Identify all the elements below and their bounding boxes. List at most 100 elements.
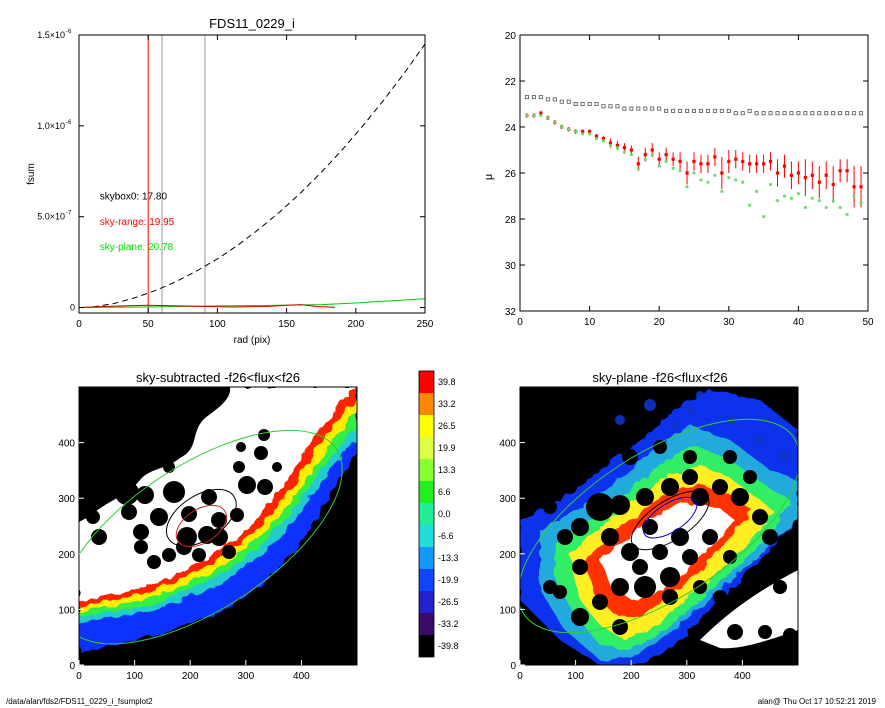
star-mask bbox=[702, 529, 718, 545]
data-point bbox=[755, 190, 759, 193]
y-tick-label: 20 bbox=[505, 31, 517, 42]
data-point bbox=[594, 134, 599, 138]
y-tick-label: 5.0×10 bbox=[37, 212, 65, 222]
data-point bbox=[623, 150, 626, 154]
annotations: skybox0: 17.80 sky-range: 19.95 sky-plane:… bbox=[100, 191, 175, 252]
star-mask bbox=[758, 625, 772, 639]
y-tick-label: 24 bbox=[505, 123, 517, 134]
footer-stamp: alan@ Thu Oct 17 10:52:21 2019 bbox=[758, 697, 877, 706]
star-mask bbox=[743, 570, 757, 584]
data-point bbox=[581, 132, 585, 136]
aperture-ellipse bbox=[79, 429, 343, 645]
star-mask bbox=[115, 476, 127, 488]
colorbar-label: 33.2 bbox=[438, 399, 456, 409]
data-point bbox=[601, 136, 606, 141]
y-tick-label: 200 bbox=[58, 550, 75, 561]
data-point bbox=[692, 171, 696, 175]
data-point bbox=[566, 99, 571, 104]
data-point bbox=[601, 104, 606, 109]
data-point bbox=[796, 171, 800, 175]
x-tick-label: 100 bbox=[209, 319, 226, 330]
plot-frame bbox=[78, 34, 426, 314]
data-point bbox=[643, 106, 648, 111]
data-point bbox=[609, 144, 612, 147]
x-tick-label: 200 bbox=[623, 671, 640, 682]
data-point bbox=[595, 137, 598, 140]
annotation-text: sky-range: 19.95 bbox=[100, 217, 175, 228]
star-mask bbox=[691, 488, 709, 506]
data-point bbox=[727, 176, 731, 179]
star-mask bbox=[543, 500, 557, 514]
colorbar-swatch bbox=[419, 635, 434, 657]
data-point bbox=[712, 108, 717, 113]
y-tick-label: 400 bbox=[58, 439, 75, 450]
y-tick-label: 300 bbox=[58, 494, 75, 505]
data-point bbox=[664, 108, 669, 113]
data-point bbox=[650, 106, 655, 111]
data-point bbox=[574, 130, 578, 133]
colorbar-swatch bbox=[419, 459, 434, 481]
star-mask bbox=[571, 518, 589, 536]
data-point bbox=[726, 108, 731, 113]
aperture-ellipse bbox=[630, 490, 710, 551]
data-point bbox=[762, 162, 766, 166]
data-point bbox=[838, 206, 842, 209]
x-tick-label: 400 bbox=[734, 671, 751, 682]
data-point bbox=[664, 160, 668, 163]
data-point bbox=[546, 116, 550, 120]
star-mask bbox=[571, 608, 589, 626]
data-point bbox=[789, 111, 794, 116]
data-point bbox=[636, 162, 640, 166]
data-point bbox=[706, 162, 710, 166]
star-mask bbox=[611, 578, 629, 596]
data-point bbox=[532, 114, 536, 117]
x-tick-label: 250 bbox=[417, 319, 434, 330]
star-mask bbox=[652, 544, 668, 560]
star-mask bbox=[773, 580, 787, 594]
data-point bbox=[803, 176, 807, 180]
x-axis-label: rad (pix) bbox=[234, 335, 271, 346]
data-point bbox=[573, 102, 578, 107]
y-tick-exponent: -7 bbox=[66, 211, 72, 217]
data-point bbox=[629, 153, 633, 156]
data-point bbox=[560, 125, 564, 129]
aperture-ellipse bbox=[175, 504, 227, 548]
colorbar-swatch bbox=[419, 481, 434, 503]
data-point bbox=[852, 185, 856, 189]
data-point bbox=[692, 108, 697, 113]
masked-stars bbox=[86, 429, 282, 569]
data-point bbox=[776, 199, 779, 202]
data-point bbox=[588, 132, 591, 136]
data-point bbox=[678, 108, 683, 113]
star-mask bbox=[723, 450, 737, 464]
data-point bbox=[671, 167, 675, 170]
y-axis-ticks: 05.0×10 -71.0×10 -61.5×10 -6 bbox=[37, 29, 425, 313]
star-mask bbox=[133, 524, 149, 540]
image-heatmap bbox=[520, 387, 798, 665]
data-point bbox=[762, 215, 765, 219]
data-point bbox=[622, 106, 627, 111]
data-point bbox=[671, 157, 675, 161]
data-points bbox=[524, 95, 864, 219]
data-point bbox=[831, 111, 836, 116]
star-mask bbox=[752, 509, 768, 525]
data-point bbox=[831, 182, 835, 187]
y-tick-exponent: -6 bbox=[66, 120, 72, 126]
series-line bbox=[79, 304, 336, 308]
colorbar-label: 19.9 bbox=[438, 443, 456, 453]
star-mask bbox=[660, 567, 680, 587]
data-point bbox=[720, 190, 724, 193]
star-mask bbox=[572, 559, 588, 575]
chart-title: sky-subtracted -f26<flux<f26 bbox=[136, 370, 300, 385]
data-point bbox=[852, 194, 856, 198]
y-tick-label: 200 bbox=[499, 550, 516, 561]
x-tick-label: 300 bbox=[237, 671, 254, 682]
data-point bbox=[671, 108, 676, 113]
y-axis-ticks: 20 22 24 26 28 30 32 bbox=[505, 31, 868, 318]
star-mask bbox=[257, 479, 273, 495]
data-point bbox=[539, 111, 543, 115]
data-point bbox=[775, 171, 780, 175]
x-axis-ticks: 0 10 20 30 40 50 bbox=[517, 35, 874, 328]
data-point bbox=[845, 169, 849, 173]
